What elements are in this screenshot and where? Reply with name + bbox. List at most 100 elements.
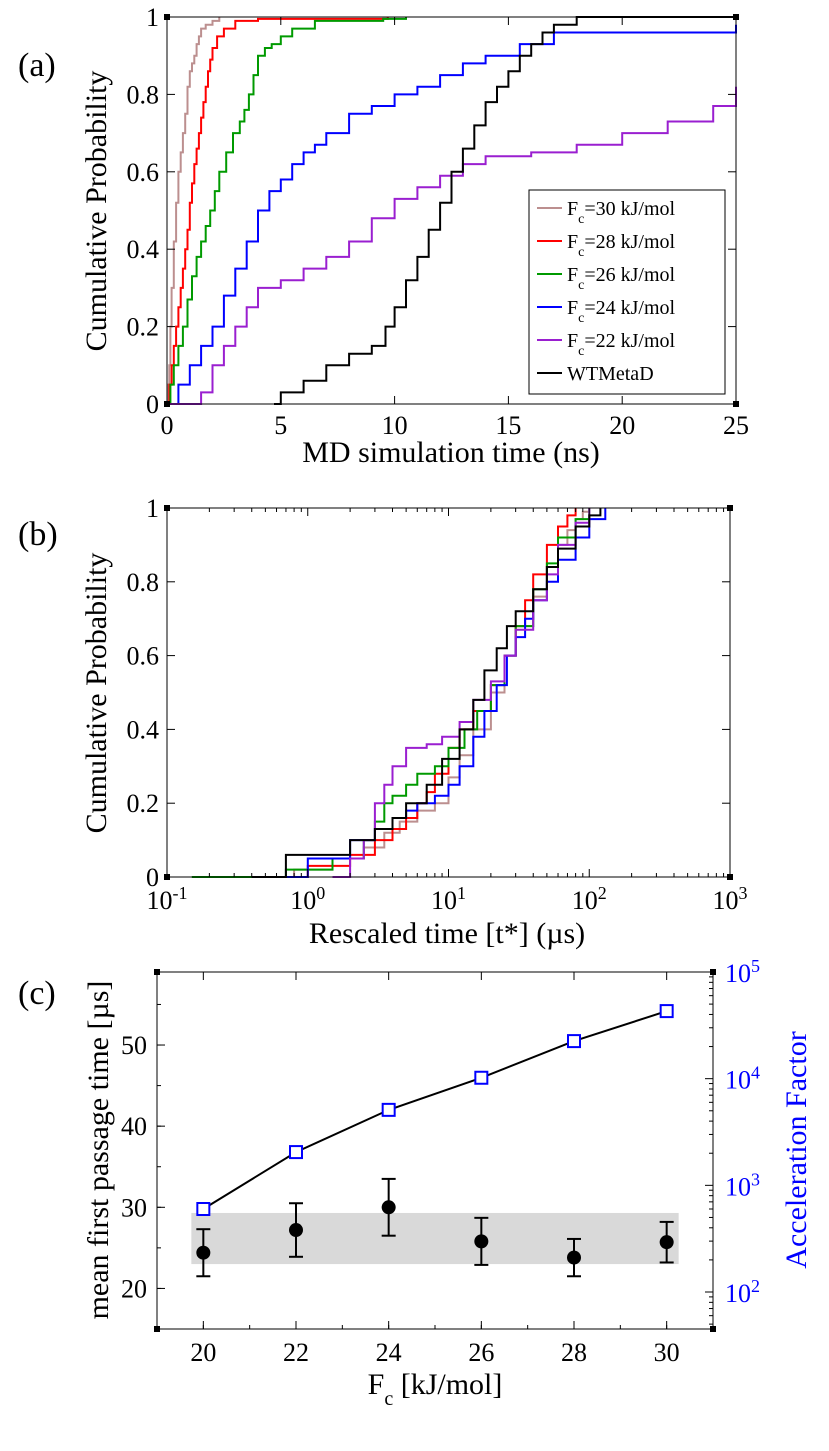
panel-b-xtick-base: 10 — [431, 886, 457, 915]
panel-b-label: (b) — [18, 516, 58, 553]
panel-a-ytick: 0.4 — [127, 235, 160, 264]
legend-entry-sub: c — [578, 344, 584, 359]
acceleration-marker — [381, 1102, 396, 1117]
panel-a-xtick: 20 — [609, 411, 635, 440]
panel-c-ytick: 30 — [121, 1193, 147, 1222]
panel-b-xtick: 10-1 — [147, 883, 188, 915]
panel-a-ytick: 0 — [146, 390, 159, 419]
panel-c-y2tick-base: 10 — [725, 1172, 751, 1201]
panel-c-frame — [156, 971, 714, 1330]
panel-a: (a) 0 5 10 15 20 25 0 0.2 0.4 0.6 0.8 1 MD simulati… — [18, 3, 749, 469]
legend-entry-base: WTMetaD — [567, 363, 654, 385]
panel-c-ytick: 20 — [121, 1274, 147, 1303]
panel-c-label: (c) — [18, 975, 56, 1012]
panel-c-xtick: 20 — [190, 1338, 216, 1367]
panel-b-frame — [166, 507, 731, 878]
panel-c-y2tick-exp: 4 — [751, 1063, 760, 1083]
panel-c-y2tick-base: 10 — [725, 1066, 751, 1095]
acceleration-line — [202, 1010, 668, 1210]
panel-c-ylabel: mean first passage time [µs] — [82, 981, 115, 1320]
legend-entry-sub: c — [578, 245, 584, 260]
panel-b-ytick: 0.2 — [127, 789, 160, 818]
panel-a-series-3 — [167, 24, 737, 405]
panel-c-xlabel-rest: [kJ/mol] — [393, 1368, 502, 1401]
panel-c-y2tick-exp: 3 — [751, 1169, 760, 1189]
acceleration-marker — [474, 1070, 489, 1085]
panel-a-xtick: 25 — [723, 411, 749, 440]
legend-entry-base: F — [567, 297, 578, 319]
legend-entry-3: Fc=24 kJ/mol — [567, 297, 676, 326]
panel-b-series — [191, 508, 607, 878]
legend-entry-base: F — [567, 198, 578, 220]
acceleration-marker — [289, 1145, 303, 1160]
panel-b-xlabel: Rescaled time [t*] (µs) — [309, 917, 585, 950]
panel-a-xlabel: MD simulation time (ns) — [302, 436, 599, 469]
legend-entry-5: WTMetaD — [567, 363, 654, 385]
panel-b-xtick-exp: -1 — [173, 883, 188, 903]
mfpt-marker — [659, 1235, 674, 1250]
panel-c-xtick: 26 — [468, 1338, 494, 1367]
panel-a-ticks: 0 5 10 15 20 25 0 0.2 0.4 0.6 0.8 1 — [127, 3, 750, 440]
panel-b-xtick: 103 — [713, 883, 748, 915]
panel-b-ytick: 0.6 — [127, 642, 160, 671]
panel-b-series-5 — [251, 508, 602, 878]
panel-c-y2tick-exp: 2 — [751, 1276, 760, 1296]
panel-a-label: (a) — [18, 47, 56, 84]
panel-b-ytick: 0.4 — [127, 715, 160, 744]
legend-entry-base: F — [567, 231, 578, 253]
panel-c-y2tick: 105 — [725, 956, 760, 988]
confidence-band — [191, 1212, 679, 1265]
panel-c-xlabel-sub: c — [384, 1388, 393, 1410]
acceleration-marker — [659, 1004, 674, 1019]
panel-b-series-2 — [191, 508, 591, 878]
panel-b-xtick: 102 — [572, 883, 607, 915]
panel-c-y2tick: 103 — [725, 1169, 760, 1201]
panel-c-y2tick-exp: 5 — [751, 956, 760, 976]
legend-entry-rest: =22 kJ/mol — [584, 330, 675, 352]
legend-entry-sub: c — [578, 278, 584, 293]
panel-b-ylabel: Cumulative Probability — [80, 553, 113, 834]
panel-b-xtick-base: 10 — [713, 886, 739, 915]
panel-a-series — [167, 16, 737, 405]
panel-c-y2tick: 102 — [725, 1276, 760, 1308]
panel-c-series — [196, 1004, 674, 1278]
panel-c-y2label: Acceleration Factor — [780, 1031, 813, 1268]
mfpt-marker — [381, 1200, 396, 1215]
panel-b-xtick-exp: 3 — [739, 883, 748, 903]
panel-b-series-1 — [285, 508, 577, 878]
legend-entry-1: Fc=28 kJ/mol — [567, 231, 676, 260]
panel-a-xtick: 5 — [274, 411, 287, 440]
panel-b-xtick-exp: 0 — [316, 883, 325, 903]
panel-b-ytick: 0.8 — [127, 568, 160, 597]
panel-c-xlabel-base: F — [368, 1368, 385, 1401]
panel-b-xtick-base: 10 — [290, 886, 316, 915]
legend-entry-rest: =26 kJ/mol — [584, 264, 675, 286]
panel-b-xtick-base: 10 — [147, 886, 173, 915]
panel-c-ytick: 50 — [121, 1031, 147, 1060]
legend-entry-4: Fc=22 kJ/mol — [567, 330, 676, 359]
panel-a-frame — [166, 16, 737, 405]
panel-a-series-5 — [274, 16, 736, 405]
legend-entry-base: F — [567, 330, 578, 352]
panel-a-xtick: 15 — [495, 411, 521, 440]
panel-c-xtick: 22 — [283, 1338, 309, 1367]
legend-entry-rest: =24 kJ/mol — [584, 297, 675, 319]
panel-c-ytick: 40 — [121, 1112, 147, 1141]
panel-a-series-2 — [167, 17, 407, 405]
legend-entry-base: F — [567, 264, 578, 286]
mfpt-marker — [474, 1234, 489, 1249]
panel-c-xtick: 24 — [376, 1338, 402, 1367]
panel-b-xtick-exp: 1 — [457, 883, 466, 903]
legend-entry-0: Fc=30 kJ/mol — [567, 198, 676, 227]
panel-c-xlabel: Fc [kJ/mol] — [368, 1368, 503, 1410]
legend-entry-rest: =28 kJ/mol — [584, 231, 675, 253]
panel-a-xtick: 0 — [161, 411, 174, 440]
legend-entry-sub: c — [578, 212, 584, 227]
panel-c-xtick: 28 — [561, 1338, 587, 1367]
